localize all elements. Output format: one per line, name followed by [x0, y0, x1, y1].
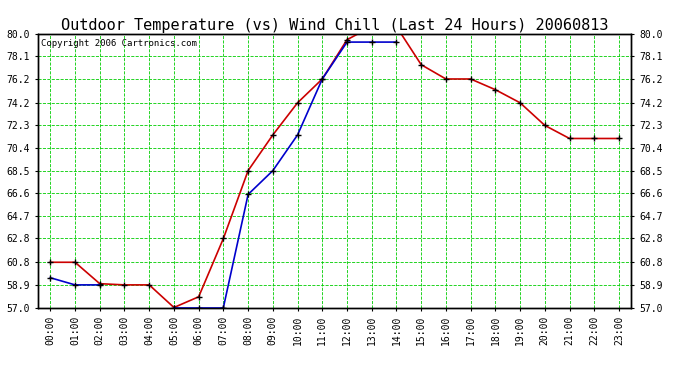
Title: Outdoor Temperature (vs) Wind Chill (Last 24 Hours) 20060813: Outdoor Temperature (vs) Wind Chill (Las…: [61, 18, 609, 33]
Text: Copyright 2006 Cartronics.com: Copyright 2006 Cartronics.com: [41, 39, 197, 48]
